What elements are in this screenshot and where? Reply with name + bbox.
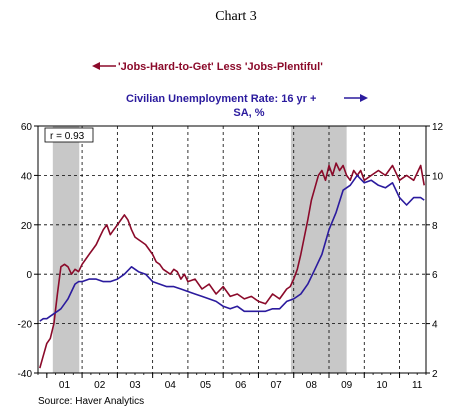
recession-band-1	[290, 126, 347, 373]
right-tick-label: 12	[432, 122, 444, 133]
left-tick-label: -20	[18, 320, 33, 331]
series-line-0	[39, 162, 425, 369]
source-note: Source: Haver Analytics	[38, 396, 144, 407]
x-tick-label: 05	[200, 380, 212, 391]
left-tick-label: 0	[26, 270, 32, 281]
x-tick-label: 06	[235, 380, 247, 391]
x-tick-label: 10	[376, 380, 388, 391]
left-tick-label: -40	[18, 369, 33, 380]
x-tick-label: 09	[341, 380, 353, 391]
legend-label-1-line2: SA, %	[233, 107, 264, 119]
left-tick-label: 60	[21, 122, 33, 133]
right-tick-label: 2	[432, 369, 438, 380]
x-tick-label: 11	[412, 380, 423, 391]
plot-area: -40 -20 0 20 40 60 2 4 6 8 10 12 01 02 03 04 05 06 07 08 09 1…	[18, 122, 444, 391]
x-tick-label: 03	[129, 380, 141, 391]
x-tick-label: 02	[94, 380, 106, 391]
legend-label-0: 'Jobs-Hard-to-Get' Less 'Jobs-Plentiful'	[118, 61, 323, 73]
annotation-box: r = 0.93	[44, 127, 94, 143]
right-tick-label: 10	[432, 171, 444, 182]
left-tick-label: 40	[21, 171, 33, 182]
legend-entry-0: 'Jobs-Hard-to-Get' Less 'Jobs-Plentiful'	[92, 61, 323, 73]
x-tick-label: 04	[165, 380, 177, 391]
legend-arrow-head	[360, 94, 368, 102]
right-tick-label: 8	[432, 221, 438, 232]
legend: 'Jobs-Hard-to-Get' Less 'Jobs-Plentiful'…	[92, 61, 368, 119]
legend-arrow-head	[92, 62, 100, 70]
x-tick-label: 01	[59, 380, 71, 391]
annotation-text: r = 0.93	[50, 131, 85, 142]
plot-frame	[37, 125, 427, 374]
right-tick-label: 6	[432, 270, 438, 281]
x-tick-label: 07	[271, 380, 283, 391]
x-tick-label: 08	[306, 380, 318, 391]
series-line-1	[39, 174, 425, 322]
annotation-frame	[44, 127, 94, 143]
legend-label-1-line1: Civilian Unemployment Rate: 16 yr +	[126, 93, 316, 105]
right-tick-label: 4	[432, 320, 438, 331]
recession-band-0	[52, 126, 80, 373]
chart-title: Chart 3	[215, 9, 257, 24]
legend-entry-1: Civilian Unemployment Rate: 16 yr + SA, %	[126, 93, 368, 119]
left-tick-label: 20	[21, 221, 33, 232]
